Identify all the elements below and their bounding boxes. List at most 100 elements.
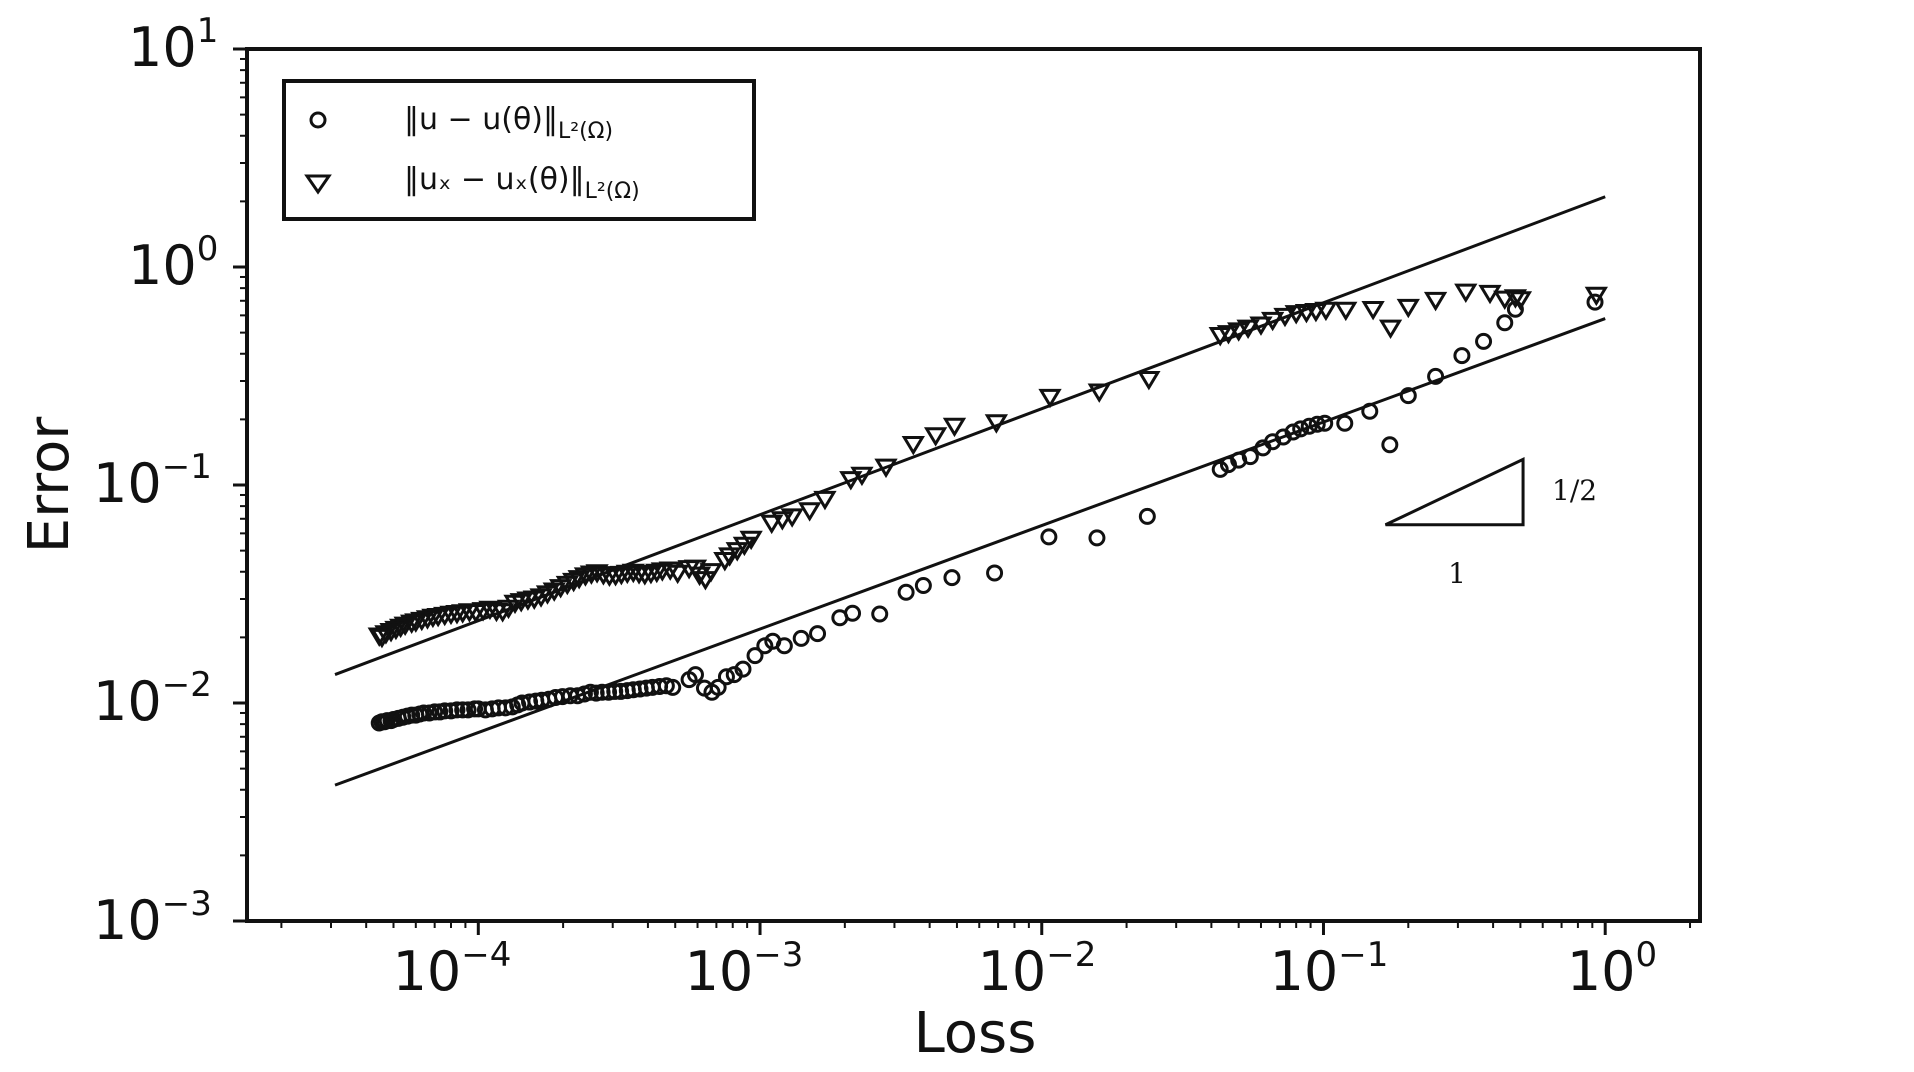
data-point-triangle: [379, 623, 403, 643]
legend-label-u: ‖u − u(θ)‖L²(Ω): [404, 102, 613, 144]
x-axis-title: Loss: [914, 1001, 1037, 1066]
data-point-triangle: [1378, 319, 1403, 340]
data-point-triangle: [370, 628, 394, 649]
data-point-circle: [897, 583, 915, 601]
y-tick-label: 100: [128, 229, 218, 297]
data-point-triangle: [1503, 289, 1528, 309]
data-point-circle: [448, 701, 466, 719]
data-point-triangle: [923, 427, 948, 447]
data-point-circle: [686, 666, 704, 684]
data-point-triangle: [780, 508, 804, 528]
data-point-circle: [844, 604, 862, 622]
data-point-triangle: [1334, 301, 1358, 322]
legend-marker-triangle: [304, 174, 332, 195]
data-point-triangle: [739, 530, 763, 551]
data-point-circle: [1040, 528, 1058, 546]
data-point-triangle: [699, 563, 723, 583]
data-point-triangle: [478, 600, 502, 621]
data-series-layer: [367, 283, 1608, 732]
data-point-triangle: [665, 564, 690, 585]
legend-label-ux: ‖uₓ − uₓ(θ)‖L²(Ω): [404, 162, 640, 204]
data-point-triangle: [1227, 322, 1251, 342]
y-tick-label: 10−3: [93, 884, 212, 952]
data-point-triangle: [1361, 301, 1385, 321]
data-point-triangle: [770, 511, 794, 531]
data-point-circle: [1496, 314, 1514, 332]
data-point-triangle: [1584, 286, 1608, 307]
series-ux_error: [367, 283, 1608, 649]
data-point-triangle: [384, 620, 408, 641]
data-point-circle: [775, 637, 793, 655]
data-point-circle: [1399, 387, 1417, 405]
data-point-circle: [436, 702, 454, 720]
data-point-circle: [1088, 529, 1106, 547]
data-point-circle: [459, 701, 477, 719]
data-point-triangle: [797, 502, 822, 522]
data-point-circle: [1336, 414, 1354, 432]
x-tick-label: 10−2: [978, 935, 1097, 1003]
reference-line-ux_trend: [334, 195, 1606, 676]
data-point-circle: [717, 668, 735, 686]
data-point-triangle: [760, 514, 784, 535]
data-point-triangle: [1216, 325, 1241, 345]
slope-rise-label: 1/2: [1552, 474, 1597, 507]
data-point-triangle: [1454, 283, 1478, 304]
data-point-circle: [454, 701, 472, 719]
data-point-circle: [1211, 460, 1229, 478]
data-point-triangle: [1423, 291, 1448, 312]
reference-lines-layer: [334, 195, 1606, 787]
data-point-triangle: [573, 567, 598, 587]
slope-triangle: [1384, 457, 1525, 527]
data-point-circle: [1381, 436, 1399, 454]
data-point-circle: [1138, 507, 1156, 525]
data-point-circle: [1453, 347, 1471, 365]
y-tick-label: 10−1: [93, 447, 212, 515]
data-point-circle: [914, 576, 932, 594]
data-point-triangle: [658, 561, 682, 581]
data-point-circle: [943, 569, 961, 587]
data-point-triangle: [1087, 383, 1111, 403]
data-point-circle: [1308, 415, 1326, 433]
data-point-triangle: [1478, 284, 1502, 305]
legend-label-ux-main: ‖uₓ − uₓ(θ)‖: [404, 162, 585, 197]
y-axis-title: Error: [17, 416, 82, 553]
data-point-triangle: [415, 610, 440, 630]
data-point-triangle: [1508, 291, 1533, 311]
y-tick-label: 10−2: [93, 665, 212, 733]
data-point-circle: [1586, 293, 1604, 311]
data-point-triangle: [1493, 290, 1517, 311]
data-point-circle: [986, 564, 1004, 582]
data-point-triangle: [901, 436, 925, 456]
legend-label-ux-sub: L²(Ω): [585, 179, 640, 204]
legend-label-u-sub: L²(Ω): [558, 119, 613, 144]
data-point-circle: [709, 678, 727, 696]
data-point-circle: [664, 678, 682, 696]
series-u_error: [370, 293, 1604, 732]
x-tick-label: 10−4: [393, 935, 512, 1003]
data-point-circle: [1427, 367, 1445, 385]
legend-marker-circle: [309, 111, 327, 129]
legend-label-u-main: ‖u − u(θ)‖: [404, 102, 558, 137]
data-point-triangle: [374, 625, 398, 645]
data-point-triangle: [388, 618, 413, 639]
data-point-circle: [1475, 332, 1493, 350]
plot-frame: [245, 47, 1702, 923]
legend: ‖u − u(θ)‖L²(Ω) ‖uₓ − uₓ(θ)‖L²(Ω): [282, 79, 756, 221]
data-point-circle: [792, 629, 810, 647]
slope-triangle-shape: [1384, 457, 1525, 527]
data-point-circle: [426, 703, 444, 721]
data-point-circle: [746, 647, 764, 665]
reference-line-u_trend: [334, 317, 1606, 787]
data-point-triangle: [410, 611, 434, 632]
data-point-triangle: [404, 613, 428, 633]
data-point-triangle: [1038, 388, 1062, 409]
data-point-triangle: [1137, 370, 1161, 391]
data-point-circle: [871, 605, 889, 623]
data-point-triangle: [942, 417, 967, 438]
data-point-triangle: [813, 490, 837, 511]
data-point-circle: [809, 625, 827, 643]
data-point-triangle: [1396, 298, 1420, 319]
x-tick-label: 10−3: [685, 935, 804, 1003]
legend-box: [282, 79, 756, 221]
